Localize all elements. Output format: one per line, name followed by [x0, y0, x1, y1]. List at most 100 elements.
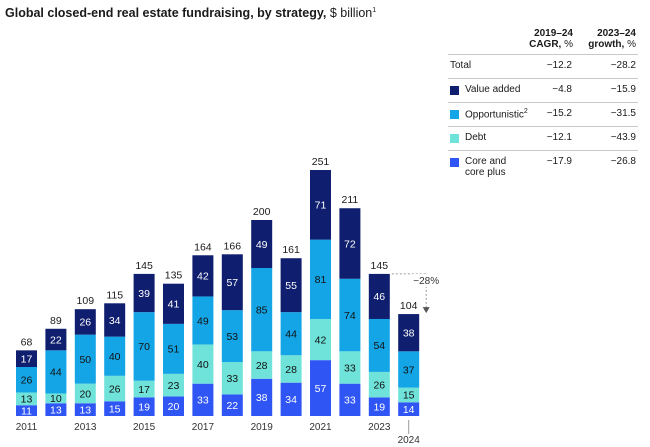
cagr-value: −15.2: [546, 108, 572, 119]
table-row-label: Total: [450, 60, 472, 71]
growth-value: −26.8: [610, 156, 636, 167]
segment-label-core-2014: 15: [109, 403, 121, 415]
growth-header: 2023–24 growth, %: [572, 28, 636, 50]
segment-label-debt-2019: 28: [256, 360, 268, 372]
bar-segment-value-added-2013: [74, 309, 96, 335]
bar-segment-core-2018: [221, 394, 243, 416]
bar-segment-debt-2024: [398, 387, 420, 403]
total-label-2017: 164: [194, 241, 212, 253]
bar-segment-core-2016: [163, 396, 184, 416]
chart-title: Global closed-end real estate fundraisin…: [5, 6, 376, 20]
segment-label-value-added-2019: 49: [256, 239, 268, 251]
segment-label-opportunistic-2013: 50: [79, 354, 91, 366]
total-label-2011: 68: [21, 336, 33, 348]
bar-segment-value-added-2022: [339, 208, 361, 279]
bar-segment-core-2015: [133, 397, 155, 416]
segment-label-value-added-2022: 72: [344, 238, 356, 250]
segment-label-opportunistic-2023: 54: [373, 340, 385, 352]
growth-header-line2: growth, %: [588, 39, 636, 50]
bar-segment-debt-2022: [339, 351, 361, 384]
bar-segment-value-added-2024: [398, 314, 420, 352]
chart-title-unit: $ billion: [326, 6, 373, 20]
bars-layer: 1113261768131044228913205026109152640341…: [16, 156, 420, 417]
x-tick-label-2021: 2021: [309, 422, 332, 433]
segment-label-core-2016: 20: [168, 401, 180, 413]
segment-label-value-added-2015: 39: [138, 288, 150, 300]
segment-label-value-added-2013: 26: [79, 317, 91, 329]
bar-segment-core-2013: [74, 403, 96, 416]
bar-segment-core-2011: [16, 405, 37, 416]
bar-segment-value-added-2023: [368, 273, 390, 319]
bar-segment-opportunistic-2012: [45, 350, 67, 394]
table-row-label: Debt: [465, 132, 487, 143]
bar-segment-debt-2016: [163, 373, 184, 397]
bar-segment-opportunistic-2024: [398, 351, 420, 388]
segment-label-debt-2018: 33: [226, 373, 238, 385]
bar-segment-opportunistic-2021: [310, 239, 331, 319]
segment-label-debt-2015: 17: [138, 384, 150, 396]
table-rule: [448, 54, 638, 55]
segment-label-value-added-2012: 22: [50, 334, 62, 346]
bar-segment-value-added-2021: [310, 170, 331, 240]
bar-segment-value-added-2011: [16, 350, 37, 367]
segment-label-debt-2012: 10: [50, 393, 62, 405]
cagr-value: −4.8: [552, 84, 572, 95]
segment-label-opportunistic-2017: 49: [197, 315, 209, 327]
annotation-label-bg: [412, 273, 441, 287]
bar-segment-core-2022: [339, 383, 361, 416]
total-label-2022: 211: [342, 194, 359, 206]
bar-segment-debt-2012: [45, 393, 67, 404]
growth-value: −15.9: [610, 84, 636, 95]
legend-swatch: [450, 110, 459, 119]
bar-segment-opportunistic-2017: [192, 296, 214, 345]
bar-segment-debt-2023: [368, 371, 390, 398]
annotation-arrow-icon: [422, 307, 430, 314]
segment-label-debt-2011: 13: [21, 394, 33, 406]
bar-segment-debt-2017: [192, 344, 214, 384]
segment-label-opportunistic-2012: 44: [50, 367, 62, 379]
bar-segment-debt-2011: [16, 392, 37, 406]
bar-segment-core-2017: [192, 383, 214, 416]
segment-label-core-2018: 22: [226, 400, 238, 412]
segment-label-opportunistic-2011: 26: [21, 375, 33, 387]
bar-segment-core-2019: [251, 378, 273, 416]
total-label-2016: 135: [165, 270, 183, 282]
bar-segment-value-added-2017: [192, 255, 214, 297]
x-tick-label-2011: 2011: [16, 422, 38, 433]
segment-label-value-added-2023: 46: [373, 291, 385, 303]
segment-label-value-added-2021: 71: [315, 200, 327, 212]
table-row-label: Opportunistic2: [465, 108, 528, 121]
total-label-2024: 104: [400, 300, 418, 312]
cagr-value: −17.9: [546, 156, 572, 167]
x-tick-label-2023: 2023: [368, 422, 391, 433]
bar-segment-value-added-2012: [45, 328, 67, 351]
total-label-2012: 89: [50, 315, 62, 327]
total-label-2013: 109: [77, 295, 95, 307]
cagr-header-line2: CAGR, %: [529, 39, 573, 50]
segment-label-debt-2014: 26: [109, 383, 121, 395]
segment-label-value-added-2017: 42: [197, 271, 209, 283]
bar-segment-debt-2018: [221, 362, 243, 395]
chart-title-footnote: 1: [372, 6, 377, 14]
bar-segment-opportunistic-2013: [74, 334, 96, 384]
growth-value: −28.2: [610, 60, 636, 71]
bar-segment-opportunistic-2015: [133, 312, 155, 381]
bar-segment-core-2014: [104, 401, 126, 416]
x-tick-label-2015: 2015: [133, 422, 156, 433]
x-tick-label-2013: 2013: [74, 422, 97, 433]
x-tick-label-2024: 2024: [398, 435, 421, 446]
segment-label-opportunistic-2024: 37: [403, 364, 415, 376]
segment-label-debt-2024: 15: [403, 390, 415, 402]
segment-label-opportunistic-2016: 51: [168, 344, 180, 356]
bar-segment-debt-2013: [74, 383, 96, 404]
table-rule: [448, 78, 638, 79]
bar-segment-value-added-2014: [104, 303, 126, 337]
segment-label-core-2019: 38: [256, 392, 268, 404]
segment-label-debt-2017: 40: [197, 359, 209, 371]
total-label-2018: 166: [224, 240, 242, 252]
segment-label-opportunistic-2020: 44: [285, 328, 297, 340]
segment-label-debt-2013: 20: [79, 388, 91, 400]
segment-label-opportunistic-2015: 70: [138, 341, 150, 353]
bar-segment-debt-2020: [280, 355, 302, 383]
annotation-label: −28%: [413, 276, 439, 287]
